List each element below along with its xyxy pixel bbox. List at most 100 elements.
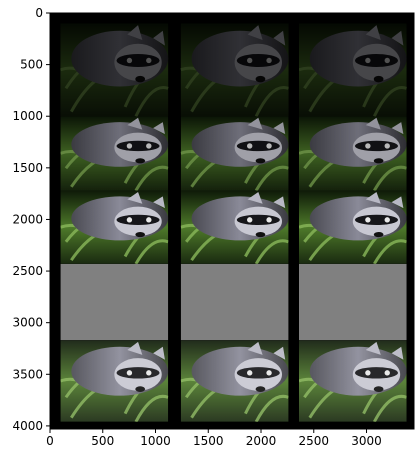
- raccoon-nose: [135, 386, 146, 393]
- raccoon-tile: [298, 116, 407, 191]
- brighten-overlay: [180, 340, 289, 422]
- raccoon-mask: [236, 367, 280, 379]
- raccoon-nose: [373, 386, 384, 393]
- x-tick-label: 0: [46, 434, 54, 448]
- raccoon-ear: [391, 196, 404, 209]
- raccoon-ear: [273, 346, 286, 360]
- darken-overlay: [180, 23, 289, 117]
- raccoon-tile: [298, 340, 407, 422]
- y-tick-label: 4000: [12, 419, 43, 433]
- leaf-blade: [134, 239, 169, 264]
- raccoon-ear: [127, 341, 143, 355]
- raccoon-mask: [236, 214, 280, 225]
- gray-fill: [60, 263, 169, 341]
- raccoon-ear: [273, 122, 286, 135]
- x-tick-label: 1000: [140, 434, 171, 448]
- axes-frame: [49, 12, 415, 430]
- gray-tile: [180, 263, 289, 341]
- x-tick-label: 500: [91, 434, 114, 448]
- raccoon-nose: [373, 231, 384, 238]
- raccoon-ear: [153, 122, 165, 135]
- raccoon-ear: [391, 122, 404, 135]
- raccoon-eye: [146, 370, 152, 376]
- raccoon-mask: [116, 367, 160, 379]
- raccoon-eye: [126, 143, 133, 149]
- y-tick-label: 1000: [12, 109, 43, 123]
- raccoon-tile: [298, 190, 407, 264]
- raccoon-nose: [373, 158, 384, 164]
- raccoon-nose: [255, 231, 266, 238]
- raccoon-mask: [354, 214, 399, 225]
- darken-overlay: [60, 23, 169, 117]
- raccoon-nose: [135, 231, 146, 238]
- raccoon-tile: [60, 116, 169, 191]
- raccoon-eye: [247, 370, 253, 376]
- plot-area: [50, 13, 414, 429]
- raccoon-tile: [180, 190, 289, 264]
- axes: 0 500 1000 1500 2000 2500 3000 0 500 1000 1500 2000…: [12, 6, 415, 448]
- leaf-blade: [254, 165, 289, 191]
- raccoon-ear: [365, 117, 381, 130]
- gray-fill: [180, 263, 289, 341]
- raccoon-eye: [384, 370, 390, 376]
- raccoon-ear: [127, 117, 143, 130]
- gray-fill: [298, 263, 407, 341]
- raccoon-nose: [255, 386, 266, 393]
- raccoon-eye: [146, 217, 152, 223]
- brighten-overlay: [298, 340, 407, 422]
- y-tick-label: 2000: [12, 212, 43, 226]
- raccoon-nose: [255, 158, 266, 164]
- raccoon-ear: [365, 341, 381, 355]
- raccoon-eye: [266, 370, 272, 376]
- y-tick-label: 3000: [12, 316, 43, 330]
- gray-tile: [60, 263, 169, 341]
- y-tick-label: 1500: [12, 161, 43, 175]
- leaf-blade: [254, 394, 289, 422]
- x-tick-label: 3000: [351, 434, 382, 448]
- raccoon-tile: [180, 23, 289, 117]
- raccoon-ear: [273, 196, 286, 209]
- x-tick-label: 2500: [298, 434, 329, 448]
- raccoon-eye: [384, 217, 390, 223]
- raccoon-tile: [298, 23, 407, 117]
- x-tick-label: 2000: [246, 434, 277, 448]
- darken-overlay: [298, 23, 407, 117]
- leaf-blade: [134, 394, 169, 422]
- x-tick-label: 1500: [193, 434, 224, 448]
- y-tick-label: 3500: [12, 367, 43, 381]
- raccoon-eye: [247, 143, 253, 149]
- raccoon-tile: [180, 116, 289, 191]
- raccoon-nose: [135, 158, 146, 164]
- gray-tile: [298, 263, 407, 341]
- darken-overlay: [60, 116, 169, 191]
- raccoon-eye: [365, 217, 371, 223]
- leaf-blade: [373, 165, 407, 191]
- raccoon-eye: [247, 217, 253, 223]
- raccoon-eye: [365, 143, 371, 149]
- raccoon-tile: [60, 340, 169, 422]
- leaf-blade: [373, 239, 407, 264]
- raccoon-eye: [266, 217, 272, 223]
- leaf-blade: [134, 165, 169, 191]
- raccoon-tile: [60, 190, 169, 264]
- raccoon-eye: [126, 370, 133, 376]
- raccoon-ear: [365, 192, 381, 204]
- raccoon-ear: [247, 117, 263, 130]
- darken-overlay: [180, 116, 289, 191]
- raccoon-tile: [60, 23, 169, 117]
- raccoon-ear: [247, 341, 263, 355]
- raccoon-mask: [116, 214, 160, 225]
- raccoon-mask: [354, 367, 399, 379]
- raccoon-ear: [153, 196, 165, 209]
- raccoon-eye: [126, 217, 133, 223]
- brighten-overlay: [60, 340, 169, 422]
- y-tick-label: 500: [20, 58, 43, 72]
- leaf-blade: [373, 394, 407, 422]
- darken-overlay: [298, 116, 407, 191]
- raccoon-ear: [153, 346, 165, 360]
- y-tick-label: 0: [35, 6, 43, 20]
- raccoon-ear: [247, 192, 263, 204]
- raccoon-eye: [266, 143, 272, 149]
